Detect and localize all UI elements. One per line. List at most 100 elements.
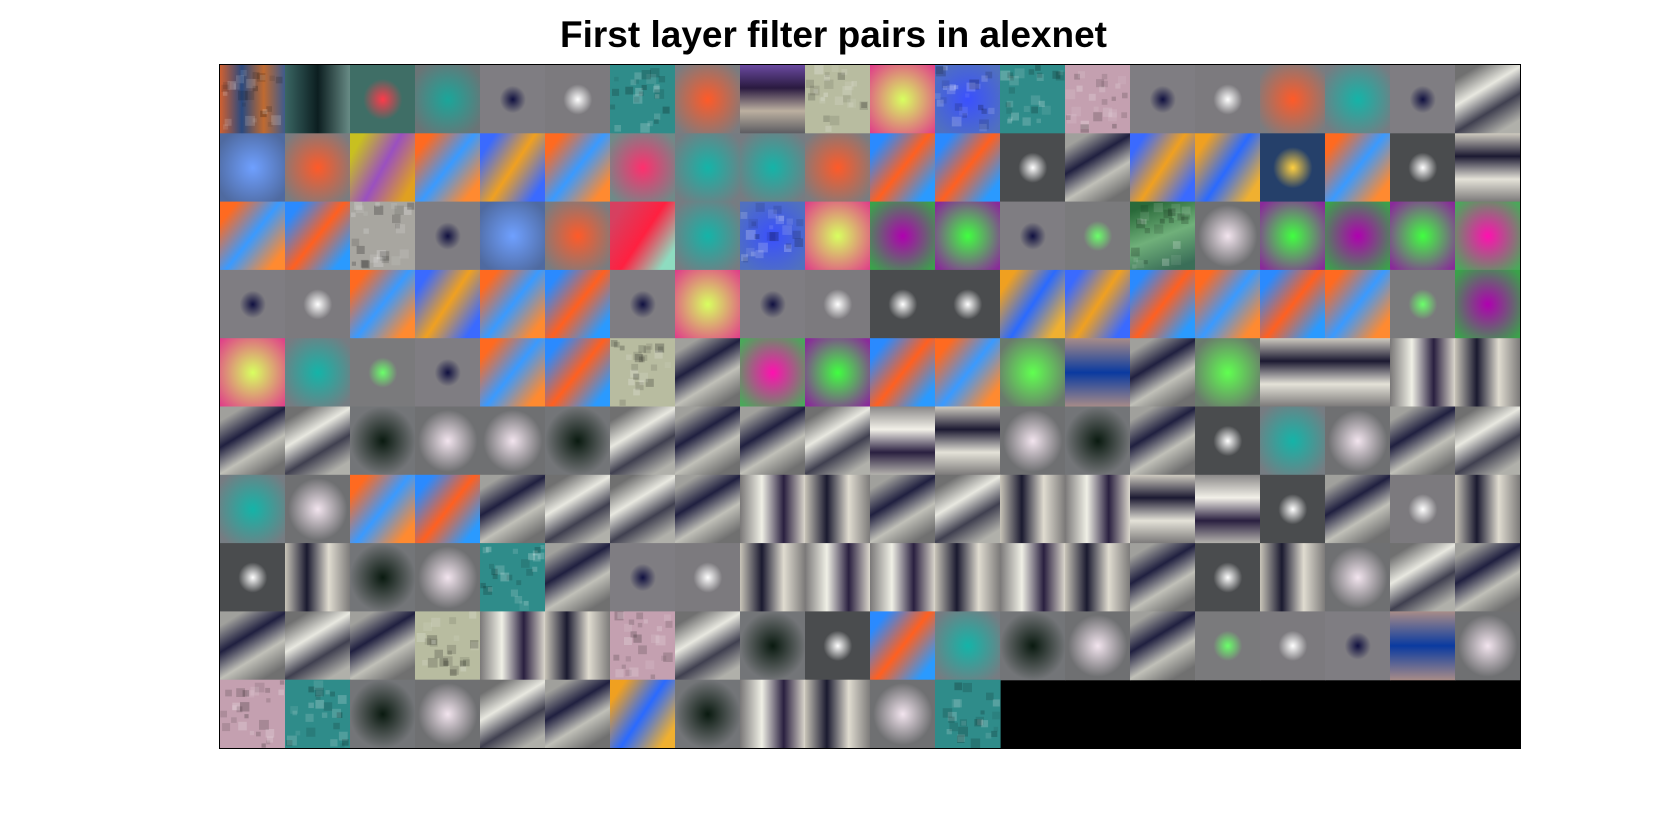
filter-tile-7-2 [350, 543, 416, 612]
filter-tile-7-1 [285, 543, 351, 612]
filter-tile-2-2 [350, 201, 416, 271]
filter-tile-5-18 [1390, 406, 1456, 476]
filter-tile-7-7 [675, 543, 741, 612]
filter-tile-0-13 [1065, 65, 1131, 134]
filter-tile-0-12 [1000, 65, 1066, 134]
filter-tile-2-8 [740, 201, 806, 271]
filter-tile-9-4 [480, 679, 546, 748]
filter-tile-1-6 [610, 133, 676, 203]
filter-tile-5-7 [675, 406, 741, 476]
filter-tile-4-6 [610, 338, 676, 408]
filter-tile-0-4 [480, 65, 546, 134]
filter-tile-6-14 [1130, 474, 1196, 544]
filter-tile-2-11 [935, 201, 1001, 271]
filter-tile-8-5 [545, 611, 611, 681]
filter-tile-2-10 [870, 201, 936, 271]
filter-tile-3-19 [1455, 269, 1520, 339]
filter-tile-2-18 [1390, 201, 1456, 271]
filter-tile-3-8 [740, 269, 806, 339]
filter-tile-2-19 [1455, 201, 1520, 271]
filter-tile-5-13 [1065, 406, 1131, 476]
filter-tile-5-9 [805, 406, 871, 476]
filter-tile-4-13 [1065, 338, 1131, 408]
filter-tile-0-17 [1325, 65, 1391, 134]
filter-tile-2-15 [1195, 201, 1261, 271]
filter-tile-7-6 [610, 543, 676, 612]
filter-tile-1-15 [1195, 133, 1261, 203]
filter-tile-6-17 [1325, 474, 1391, 544]
filter-tile-5-11 [935, 406, 1001, 476]
filter-tile-4-8 [740, 338, 806, 408]
filter-tile-1-11 [935, 133, 1001, 203]
filter-tile-2-13 [1065, 201, 1131, 271]
filter-tile-4-1 [285, 338, 351, 408]
filter-tile-2-17 [1325, 201, 1391, 271]
filter-tile-7-17 [1325, 543, 1391, 612]
filter-tile-7-13 [1065, 543, 1131, 612]
filter-tile-8-7 [675, 611, 741, 681]
filter-tile-9-6 [610, 679, 676, 748]
filter-tile-8-14 [1130, 611, 1196, 681]
filter-tile-4-0 [220, 338, 286, 408]
filter-tile-1-17 [1325, 133, 1391, 203]
filter-tile-1-8 [740, 133, 806, 203]
filter-tile-8-17 [1325, 611, 1391, 681]
filter-tile-2-12 [1000, 201, 1066, 271]
filter-tile-7-4 [480, 543, 546, 612]
filter-tile-5-4 [480, 406, 546, 476]
filter-tile-6-6 [610, 474, 676, 544]
filter-tile-7-5 [545, 543, 611, 612]
filter-tile-8-10 [870, 611, 936, 681]
filter-tile-0-14 [1130, 65, 1196, 134]
filter-tile-6-5 [545, 474, 611, 544]
filter-tile-4-3 [415, 338, 481, 408]
filter-tile-4-15 [1195, 338, 1261, 408]
filter-tile-1-9 [805, 133, 871, 203]
filter-tile-5-17 [1325, 406, 1391, 476]
filter-tile-0-5 [545, 65, 611, 134]
filter-tile-8-8 [740, 611, 806, 681]
filter-tile-7-11 [935, 543, 1001, 612]
filter-tile-4-16 [1260, 338, 1326, 408]
filter-tile-3-17 [1325, 269, 1391, 339]
filter-tile-4-7 [675, 338, 741, 408]
filter-tile-5-0 [220, 406, 286, 476]
filter-tile-6-0 [220, 474, 286, 544]
figure-title: First layer filter pairs in alexnet [560, 14, 1107, 55]
filter-tile-7-12 [1000, 543, 1066, 612]
filter-tile-7-15 [1195, 543, 1261, 612]
filter-tile-0-16 [1260, 65, 1326, 134]
filter-tile-4-4 [480, 338, 546, 408]
filter-tile-7-16 [1260, 543, 1326, 612]
filter-tile-4-11 [935, 338, 1001, 408]
filter-tile-9-2 [350, 679, 416, 748]
filter-tile-3-5 [545, 269, 611, 339]
filter-tile-0-9 [805, 65, 871, 134]
filter-tile-2-6 [610, 201, 676, 271]
filter-tile-1-3 [415, 133, 481, 203]
filter-tile-2-5 [545, 201, 611, 271]
filter-tile-8-11 [935, 611, 1001, 681]
filter-tile-1-18 [1390, 133, 1456, 203]
filter-tile-3-14 [1130, 269, 1196, 339]
filter-tile-5-15 [1195, 406, 1261, 476]
filter-tile-6-15 [1195, 474, 1261, 544]
filter-tile-3-9 [805, 269, 871, 339]
filter-tile-6-19 [1455, 474, 1520, 544]
filter-tile-8-19 [1455, 611, 1520, 681]
filter-tile-9-1 [285, 679, 351, 748]
filter-tile-1-14 [1130, 133, 1196, 203]
filter-tile-7-10 [870, 543, 936, 612]
filter-tile-4-12 [1000, 338, 1066, 408]
filter-tile-6-1 [285, 474, 351, 544]
filter-tile-1-5 [545, 133, 611, 203]
filter-tile-0-10 [870, 65, 936, 134]
filter-tile-8-16 [1260, 611, 1326, 681]
filter-tile-5-19 [1455, 406, 1520, 476]
filter-tile-6-12 [1000, 474, 1066, 544]
filter-tile-3-1 [285, 269, 351, 339]
filter-tile-0-1 [285, 65, 351, 134]
filter-tile-2-9 [805, 201, 871, 271]
filter-tile-5-3 [415, 406, 481, 476]
filter-tile-5-2 [350, 406, 416, 476]
